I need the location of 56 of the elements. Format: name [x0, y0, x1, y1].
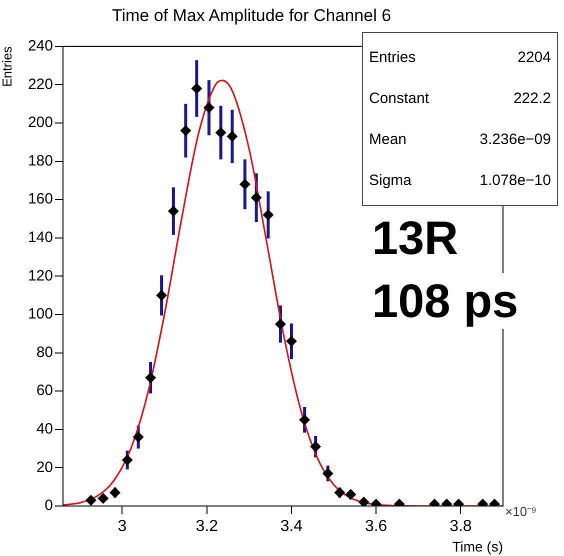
y-tick-label: 180: [28, 152, 53, 170]
point: [132, 432, 144, 443]
y-tick-label: 100: [28, 306, 53, 323]
point: [262, 209, 274, 220]
x-tick-label: 3.4: [280, 518, 303, 536]
annotation: 108 ps: [372, 273, 518, 329]
annotation: Sigma: [369, 172, 412, 189]
point: [98, 492, 109, 504]
chart-title: Time of Max Amplitude for Channel 6: [112, 6, 392, 25]
x-tick-label: 3.2: [196, 518, 218, 536]
x-tick-label: 3.6: [364, 518, 388, 536]
text: ×10⁻⁹: [505, 503, 537, 520]
y-axis-title: Entries: [0, 46, 14, 87]
point: [250, 192, 262, 204]
y-tick-label: 200: [28, 114, 53, 132]
point: [215, 127, 226, 138]
point: [122, 454, 133, 466]
point: [168, 206, 179, 217]
annotation: Mean: [369, 131, 407, 148]
y-tick-label: 40: [36, 420, 53, 438]
point: [310, 441, 322, 452]
annotation: 13R: [372, 210, 458, 266]
point: [191, 83, 202, 94]
point: [110, 487, 121, 498]
point: [274, 318, 286, 330]
annotation: 3.236e−09: [480, 131, 551, 148]
annotation: Entries: [369, 49, 416, 66]
x-axis-title: Time (s): [452, 538, 503, 554]
point: [334, 487, 346, 498]
point: [299, 414, 310, 426]
point: [345, 489, 356, 500]
y-tick-label: 140: [28, 229, 53, 246]
point: [145, 372, 156, 384]
point: [85, 494, 96, 506]
point: [156, 290, 168, 301]
point: [180, 125, 192, 136]
point: [286, 336, 297, 347]
y-tick-label: 220: [28, 76, 53, 93]
point: [239, 178, 250, 190]
point: [203, 102, 214, 114]
y-tick-label: 80: [36, 344, 53, 361]
y-tick-label: 20: [36, 458, 53, 476]
point: [226, 130, 238, 142]
text: 222.2: [513, 90, 551, 107]
text: 2204: [518, 49, 551, 66]
x-tick-label: 3: [118, 518, 127, 536]
point: [358, 496, 370, 506]
annotation: 1.078e−10: [480, 172, 551, 189]
y-tick-label: 120: [28, 267, 53, 284]
y-tick-label: 60: [36, 382, 53, 400]
y-tick-label: 160: [28, 190, 53, 208]
y-tick-label: 240: [28, 38, 53, 55]
point: [322, 468, 334, 479]
x-tick-label: 3.8: [450, 518, 472, 536]
y-tick-label: 0: [44, 497, 53, 514]
annotation: Constant: [369, 90, 430, 107]
